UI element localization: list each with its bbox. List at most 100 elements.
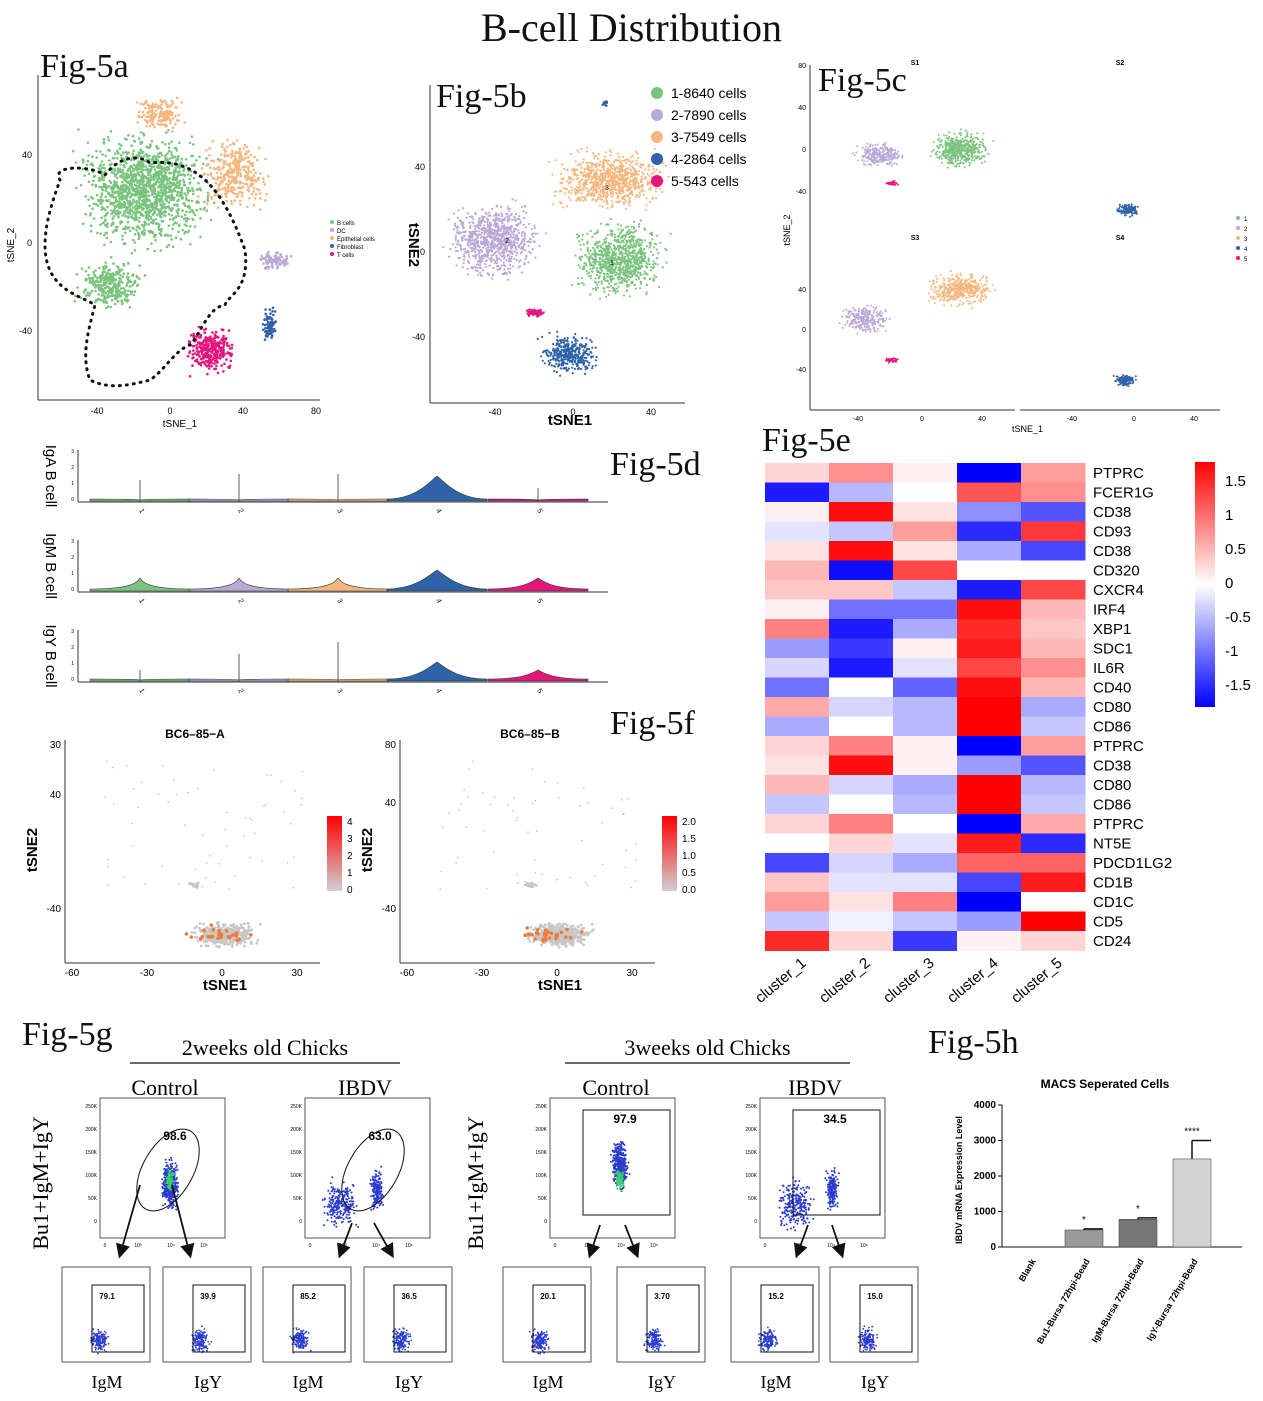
point (462, 262, 465, 265)
point (134, 192, 138, 196)
point (498, 252, 501, 255)
point (200, 347, 203, 350)
point (599, 198, 602, 201)
point (175, 106, 178, 109)
point (591, 192, 594, 195)
point (233, 176, 237, 179)
point (88, 213, 92, 217)
point (501, 215, 504, 218)
point (493, 239, 496, 242)
point (590, 178, 593, 182)
point (211, 331, 214, 334)
point (458, 219, 461, 222)
point (111, 279, 115, 282)
point (158, 232, 162, 235)
point (606, 202, 609, 206)
point (257, 146, 261, 149)
point (634, 265, 637, 268)
point (659, 187, 662, 190)
point (151, 102, 155, 106)
point (161, 123, 165, 126)
point (219, 341, 223, 345)
point (637, 225, 640, 228)
point (169, 119, 172, 122)
point (108, 295, 112, 298)
legend-dot (330, 236, 334, 240)
point (169, 171, 173, 175)
point (151, 231, 155, 235)
point (164, 187, 168, 190)
point (472, 218, 475, 221)
point (583, 168, 586, 171)
point (661, 162, 664, 165)
point (236, 170, 239, 174)
point (648, 241, 651, 244)
point (109, 272, 113, 276)
point (652, 167, 655, 170)
point (84, 195, 87, 198)
point (99, 195, 103, 199)
point (149, 216, 153, 219)
point (79, 296, 83, 300)
point (134, 190, 137, 194)
point (612, 271, 615, 274)
point (171, 227, 174, 231)
point (595, 240, 598, 243)
point (182, 167, 186, 171)
point (227, 180, 230, 183)
point (584, 174, 587, 177)
point (121, 214, 124, 217)
point (112, 262, 115, 265)
point (120, 299, 123, 302)
point (133, 249, 137, 252)
point (114, 291, 118, 294)
point (91, 276, 95, 280)
point (617, 249, 620, 252)
point (638, 256, 641, 259)
point (75, 186, 78, 190)
point (573, 187, 576, 190)
point (456, 216, 459, 219)
point (108, 286, 111, 290)
point (238, 171, 242, 175)
point (598, 250, 602, 253)
point (498, 246, 501, 250)
point (528, 250, 531, 253)
point (244, 170, 248, 174)
point (150, 205, 153, 209)
point (461, 266, 464, 269)
point (223, 352, 226, 356)
point (487, 243, 490, 246)
point (121, 302, 124, 306)
point (122, 286, 125, 290)
point (449, 247, 452, 251)
point (111, 202, 115, 206)
point (138, 216, 141, 220)
point (454, 234, 457, 237)
point (645, 261, 648, 264)
point (124, 208, 128, 212)
point (238, 180, 242, 183)
point (627, 244, 630, 247)
point (187, 217, 190, 221)
point (168, 157, 172, 160)
point (99, 274, 102, 277)
point (99, 232, 103, 235)
point (582, 267, 585, 270)
point (193, 334, 196, 338)
point (236, 186, 240, 190)
point (171, 207, 174, 211)
point (626, 285, 629, 288)
point (139, 211, 143, 215)
point (520, 232, 524, 235)
point (137, 137, 141, 140)
point (573, 167, 576, 171)
point (183, 232, 186, 235)
point (133, 241, 137, 244)
point (483, 239, 486, 242)
point (111, 221, 115, 224)
point (159, 111, 162, 115)
point (133, 187, 137, 191)
point (173, 196, 176, 200)
point (477, 259, 480, 263)
